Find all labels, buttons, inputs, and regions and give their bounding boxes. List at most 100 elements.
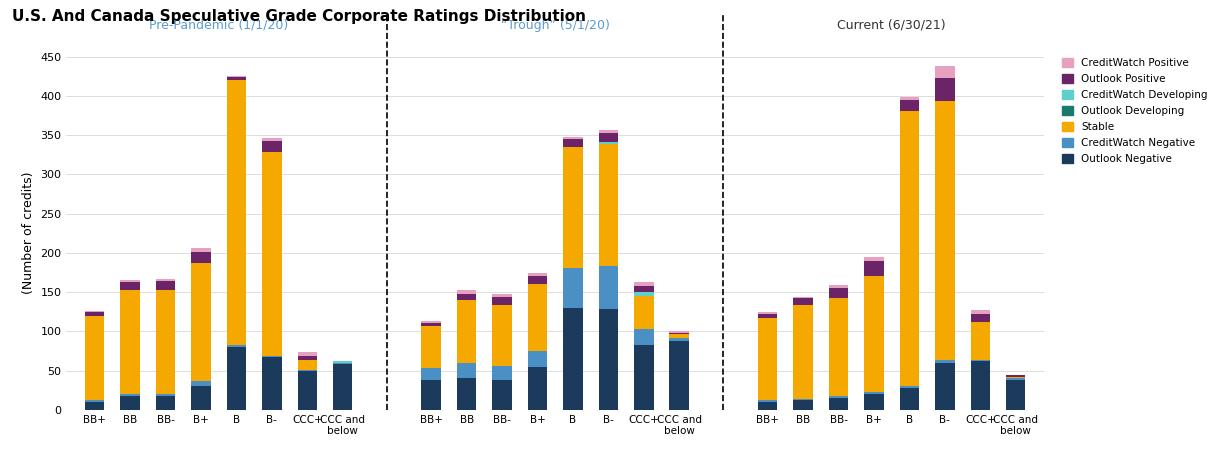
Bar <box>564 308 583 410</box>
Bar <box>227 80 246 345</box>
Bar <box>1005 380 1026 410</box>
Bar <box>527 351 547 366</box>
Bar <box>970 322 990 359</box>
Text: U.S. And Canada Speculative Grade Corporate Ratings Distribution: U.S. And Canada Speculative Grade Corpor… <box>12 9 587 24</box>
Bar <box>793 400 814 410</box>
Bar <box>599 309 618 410</box>
Bar <box>333 364 352 410</box>
Bar <box>227 76 246 77</box>
Bar <box>156 291 175 394</box>
Bar <box>829 288 849 298</box>
Bar <box>634 329 653 345</box>
Bar <box>793 305 814 399</box>
Bar <box>670 341 689 410</box>
Bar <box>564 139 583 147</box>
Bar <box>333 361 352 363</box>
Bar <box>670 333 689 334</box>
Bar <box>227 345 246 347</box>
Bar <box>758 312 777 314</box>
Bar <box>1005 375 1026 377</box>
Bar <box>191 252 211 263</box>
Bar <box>191 248 211 252</box>
Bar <box>227 347 246 410</box>
Bar <box>527 366 547 410</box>
Bar <box>492 366 512 380</box>
Text: Current (6/30/21): Current (6/30/21) <box>838 19 946 32</box>
Bar <box>457 293 477 300</box>
Bar <box>864 394 884 410</box>
Bar <box>793 399 814 400</box>
Bar <box>899 388 920 410</box>
Bar <box>297 356 317 359</box>
Bar <box>599 130 618 133</box>
Bar <box>492 297 512 305</box>
Text: Pre-Pandemic (1/1/20): Pre-Pandemic (1/1/20) <box>150 19 288 32</box>
Bar <box>156 396 175 410</box>
Bar <box>191 263 211 381</box>
Bar <box>670 338 689 341</box>
Bar <box>421 323 441 326</box>
Bar <box>262 152 281 356</box>
Bar <box>864 276 884 392</box>
Bar <box>527 276 547 284</box>
Bar <box>1005 378 1026 380</box>
Bar <box>227 77 246 80</box>
Bar <box>634 286 653 292</box>
Bar <box>758 402 777 410</box>
Bar <box>84 316 105 400</box>
Bar <box>457 363 477 378</box>
Bar <box>970 359 990 361</box>
Bar <box>1005 377 1026 378</box>
Bar <box>793 297 814 298</box>
Bar <box>421 380 441 410</box>
Bar <box>333 363 352 364</box>
Bar <box>829 285 849 288</box>
Bar <box>121 282 140 290</box>
Legend: CreditWatch Positive, Outlook Positive, CreditWatch Developing, Outlook Developi: CreditWatch Positive, Outlook Positive, … <box>1059 55 1207 167</box>
Bar <box>527 284 547 351</box>
Bar <box>899 112 920 386</box>
Bar <box>262 141 281 152</box>
Bar <box>758 318 777 400</box>
Bar <box>670 331 689 333</box>
Bar <box>564 147 583 268</box>
Bar <box>297 371 317 410</box>
Bar <box>899 386 920 388</box>
Bar <box>935 66 955 78</box>
Bar <box>457 300 477 363</box>
Bar <box>599 266 618 309</box>
Bar <box>84 402 105 410</box>
Bar <box>758 314 777 318</box>
Bar <box>599 145 618 266</box>
Bar <box>564 137 583 139</box>
Bar <box>492 305 512 366</box>
Bar <box>970 310 990 314</box>
Bar <box>527 273 547 276</box>
Bar <box>262 356 281 357</box>
Bar <box>457 291 477 293</box>
Bar <box>564 268 583 308</box>
Bar <box>421 368 441 380</box>
Bar <box>421 326 441 368</box>
Bar <box>121 290 140 394</box>
Bar <box>829 398 849 410</box>
Text: “Trough” (5/1/20): “Trough” (5/1/20) <box>501 19 610 32</box>
Bar <box>121 396 140 410</box>
Bar <box>121 394 140 396</box>
Y-axis label: (Number of credits): (Number of credits) <box>22 172 35 294</box>
Bar <box>634 282 653 286</box>
Bar <box>829 396 849 398</box>
Bar <box>899 100 920 112</box>
Bar <box>864 261 884 276</box>
Bar <box>457 378 477 410</box>
Bar <box>670 334 689 338</box>
Bar <box>793 298 814 305</box>
Bar <box>297 359 317 370</box>
Bar <box>599 142 618 145</box>
Bar <box>84 400 105 402</box>
Bar <box>970 314 990 322</box>
Bar <box>156 279 175 281</box>
Bar <box>864 257 884 261</box>
Bar <box>599 133 618 142</box>
Bar <box>758 400 777 402</box>
